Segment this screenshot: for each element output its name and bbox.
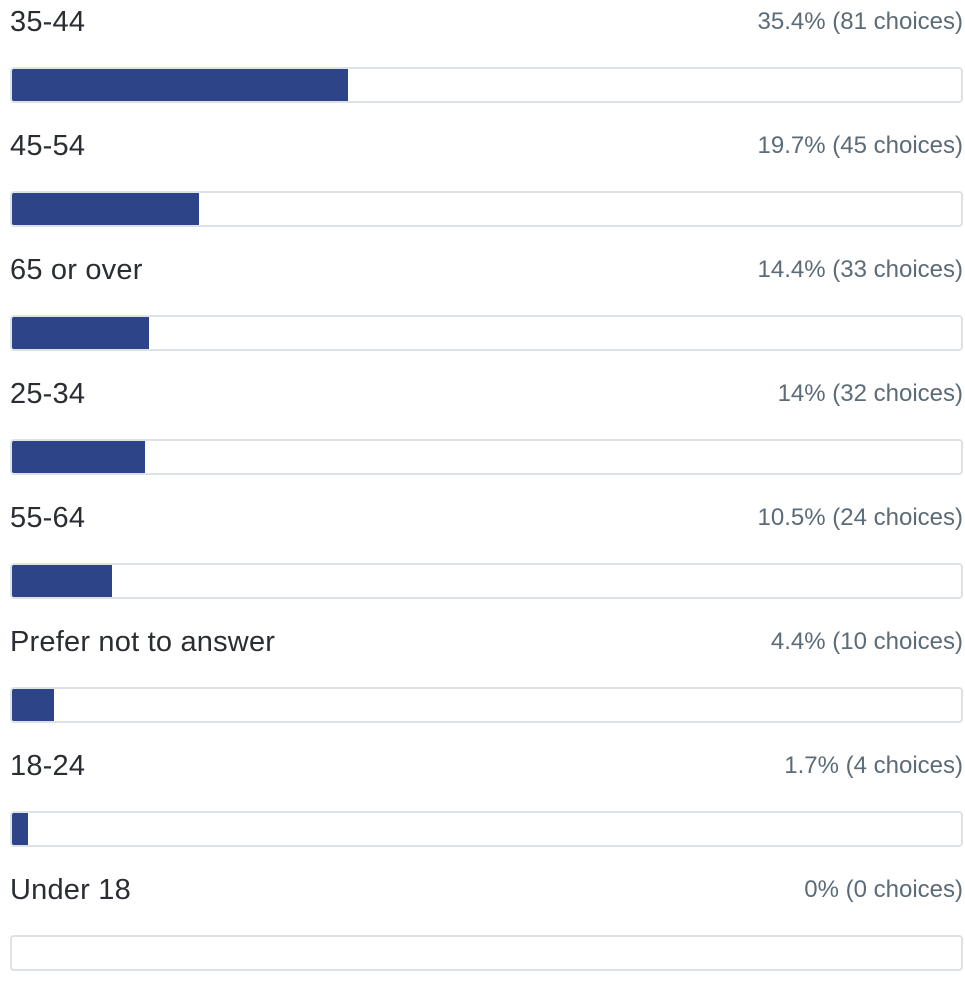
result-row: 65 or over 14.4% (33 choices) — [10, 248, 963, 372]
result-bar-fill — [12, 193, 199, 225]
option-stat: 35.4% (81 choices) — [757, 8, 963, 35]
result-row: Under 18 0% (0 choices) — [10, 868, 963, 992]
option-label: 18-24 — [10, 750, 86, 782]
result-row: 55-64 10.5% (24 choices) — [10, 496, 963, 620]
option-label: 65 or over — [10, 254, 143, 286]
option-label: Prefer not to answer — [10, 626, 276, 658]
result-bar-fill — [12, 565, 112, 597]
option-stat: 10.5% (24 choices) — [757, 504, 963, 531]
result-bar-track — [10, 687, 963, 723]
option-label: 45-54 — [10, 130, 86, 162]
option-stat: 0% (0 choices) — [804, 876, 963, 903]
result-bar-fill — [12, 69, 348, 101]
result-bar-track — [10, 191, 963, 227]
result-bar-track — [10, 563, 963, 599]
poll-results: 35-44 35.4% (81 choices) 45-54 19.7% (45… — [10, 0, 963, 992]
option-stat: 14.4% (33 choices) — [757, 256, 963, 283]
result-bar-track — [10, 315, 963, 351]
result-bar-track — [10, 811, 963, 847]
result-bar-track — [10, 439, 963, 475]
result-row: 25-34 14% (32 choices) — [10, 372, 963, 496]
option-stat: 19.7% (45 choices) — [757, 132, 963, 159]
option-stat: 1.7% (4 choices) — [784, 752, 963, 779]
option-label: 35-44 — [10, 6, 86, 38]
option-label: 25-34 — [10, 378, 86, 410]
result-bar-fill — [12, 317, 149, 349]
result-row: Prefer not to answer 4.4% (10 choices) — [10, 620, 963, 744]
result-bar-fill — [12, 441, 145, 473]
option-label: Under 18 — [10, 874, 131, 906]
result-row: 45-54 19.7% (45 choices) — [10, 124, 963, 248]
option-stat: 14% (32 choices) — [777, 380, 963, 407]
result-bar-fill — [12, 689, 54, 721]
result-row: 18-24 1.7% (4 choices) — [10, 744, 963, 868]
option-stat: 4.4% (10 choices) — [770, 628, 963, 655]
result-row: 35-44 35.4% (81 choices) — [10, 0, 963, 124]
option-label: 55-64 — [10, 502, 86, 534]
result-bar-track — [10, 67, 963, 103]
result-bar-fill — [12, 813, 29, 845]
